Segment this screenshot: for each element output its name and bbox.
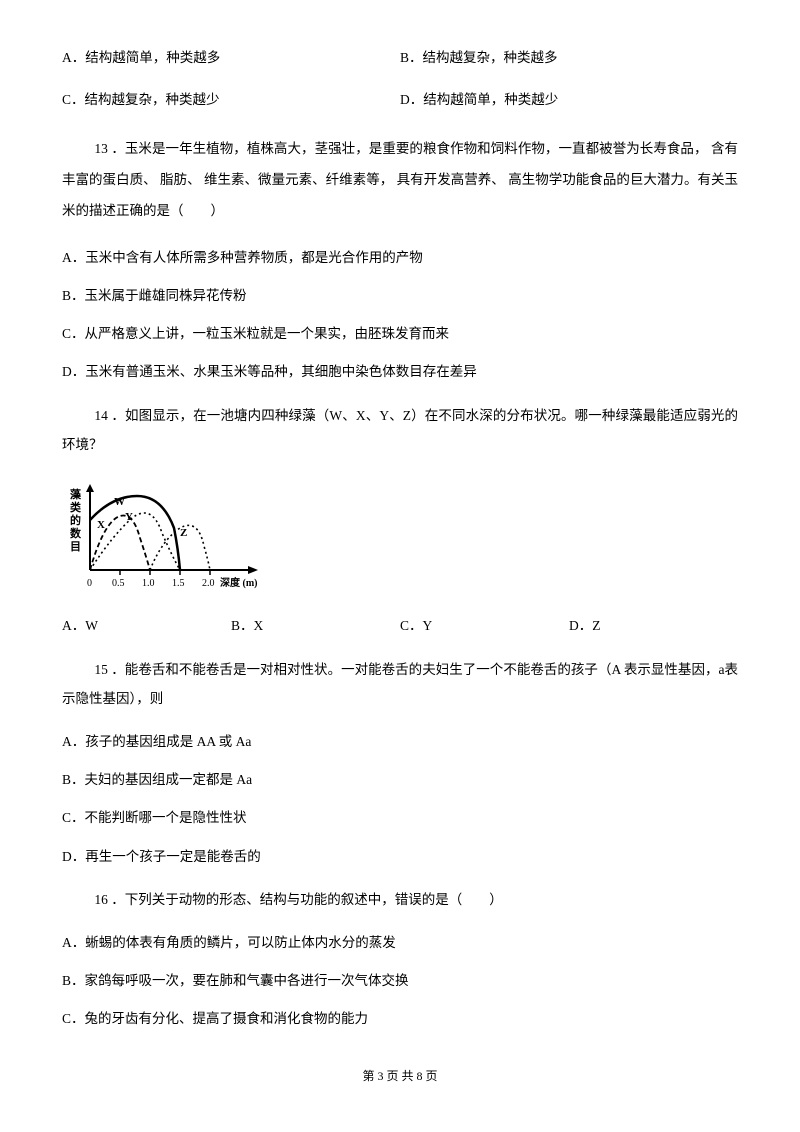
q15-stem: 15 ．能卷舌和不能卷舌是一对相对性状。一对能卷舌的夫妇生了一个不能卷舌的孩子（…	[62, 655, 738, 714]
q12-options-row2: C．结构越复杂，种类越少 D．结构越简单，种类越少	[62, 90, 738, 110]
q13-option-b: B．玉米属于雌雄同株异花传粉	[62, 286, 738, 306]
q14-option-d: D．Z	[569, 616, 738, 636]
q14-chart: 藻 类 的 数 目 0 0.5 1.0 1.5 2.0 深度 (m) W	[62, 478, 738, 602]
svg-text:1.0: 1.0	[142, 578, 155, 589]
q16-option-b: B．家鸽每呼吸一次，要在肺和气囊中各进行一次气体交换	[62, 971, 738, 991]
q13-option-d: D．玉米有普通玉米、水果玉米等品种，其细胞中染色体数目存在差异	[62, 362, 738, 382]
q13-option-a: A．玉米中含有人体所需多种营养物质，都是光合作用的产物	[62, 248, 738, 268]
q16-option-c: C．兔的牙齿有分化、提高了摄食和消化食物的能力	[62, 1009, 738, 1029]
svg-text:目: 目	[70, 540, 81, 553]
q12-option-d: D．结构越简单，种类越少	[400, 90, 738, 110]
svg-text:数: 数	[70, 526, 82, 540]
q12-option-b: B．结构越复杂，种类越多	[400, 48, 738, 68]
q16-option-a: A．蜥蜴的体表有角质的鳞片，可以防止体内水分的蒸发	[62, 933, 738, 953]
q12-option-c: C．结构越复杂，种类越少	[62, 90, 400, 110]
q14-options: A．W B．X C．Y D．Z	[62, 616, 738, 636]
q14-option-c: C．Y	[400, 616, 569, 636]
q12-options-row1: A．结构越简单，种类越多 B．结构越复杂，种类越多	[62, 48, 738, 68]
svg-text:0.5: 0.5	[112, 578, 125, 589]
svg-text:的: 的	[70, 513, 81, 527]
q15-option-d: D．再生一个孩子一定是能卷舌的	[62, 847, 738, 867]
q16-stem: 16 ．下列关于动物的形态、结构与功能的叙述中，错误的是（ ）	[62, 885, 738, 915]
q15-option-b: B．夫妇的基因组成一定都是 Aa	[62, 770, 738, 790]
q12-option-a: A．结构越简单，种类越多	[62, 48, 400, 68]
svg-text:1.5: 1.5	[172, 578, 185, 589]
q13-option-c: C．从严格意义上讲，一粒玉米粒就是一个果实，由胚珠发育而来	[62, 324, 738, 344]
q14-option-b: B．X	[231, 616, 400, 636]
svg-text:X: X	[97, 519, 105, 531]
svg-text:藻: 藻	[70, 487, 82, 501]
svg-text:2.0: 2.0	[202, 578, 215, 589]
svg-text:深度 (m): 深度 (m)	[220, 576, 258, 589]
q14-stem: 14 ．如图显示，在一池塘内四种绿藻（W、X、Y、Z）在不同水深的分布状况。哪一…	[62, 401, 738, 460]
q13-stem: 13 ．玉米是一年生植物，植株高大，茎强壮，是重要的粮食作物和饲料作物，一直都被…	[62, 133, 738, 226]
svg-text:Z: Z	[180, 527, 187, 539]
svg-text:类: 类	[70, 500, 82, 514]
page-footer: 第 3 页 共 8 页	[62, 1067, 738, 1085]
svg-text:Y: Y	[125, 511, 133, 523]
svg-text:W: W	[114, 496, 125, 508]
svg-text:0: 0	[87, 578, 92, 589]
q14-option-a: A．W	[62, 616, 231, 636]
q15-option-c: C．不能判断哪一个是隐性性状	[62, 808, 738, 828]
page-body: A．结构越简单，种类越多 B．结构越复杂，种类越多 C．结构越复杂，种类越少 D…	[0, 0, 800, 1125]
q15-option-a: A．孩子的基因组成是 AA 或 Aa	[62, 732, 738, 752]
algae-depth-chart: 藻 类 的 数 目 0 0.5 1.0 1.5 2.0 深度 (m) W	[62, 478, 268, 596]
